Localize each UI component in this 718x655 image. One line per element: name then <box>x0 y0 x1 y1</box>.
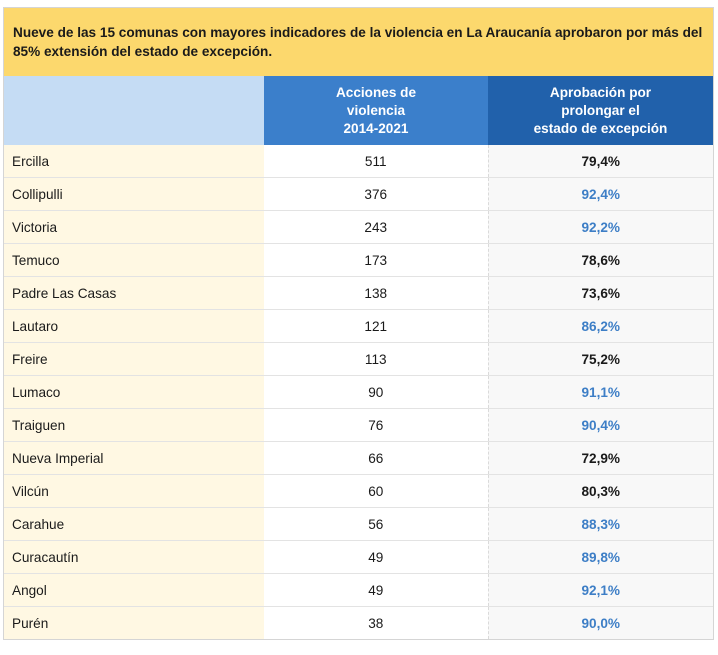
comuna-cell: Vilcún <box>4 474 264 508</box>
header-acciones-line: 2014-2021 <box>343 120 409 136</box>
comuna-cell: Victoria <box>4 210 264 244</box>
acciones-cell: 60 <box>264 474 488 508</box>
table-row: Angol 49 92,1% <box>4 573 713 607</box>
comuna-cell: Carahue <box>4 507 264 541</box>
aprobacion-cell: 73,6% <box>487 276 713 310</box>
comuna-cell: Curacautín <box>4 540 264 574</box>
comuna-cell: Purén <box>4 606 264 639</box>
aprobacion-cell: 80,3% <box>487 474 713 508</box>
comunas-table: Acciones de violencia 2014-2021 Aprobaci… <box>4 76 713 639</box>
comuna-cell: Ercilla <box>4 145 264 178</box>
acciones-cell: 138 <box>264 276 488 310</box>
header-acciones-line: violencia <box>346 102 406 118</box>
comuna-cell: Lautaro <box>4 309 264 343</box>
aprobacion-cell: 92,4% <box>487 177 713 211</box>
aprobacion-cell: 86,2% <box>487 309 713 343</box>
comuna-cell: Padre Las Casas <box>4 276 264 310</box>
aprobacion-cell: 92,1% <box>487 573 713 607</box>
header-aprobacion-line: prolongar el <box>561 102 640 118</box>
table-row: Victoria 243 92,2% <box>4 210 713 244</box>
aprobacion-cell: 90,0% <box>487 606 713 639</box>
header-acciones: Acciones de violencia 2014-2021 <box>264 76 488 145</box>
acciones-cell: 173 <box>264 243 488 277</box>
acciones-cell: 49 <box>264 540 488 574</box>
comuna-cell: Lumaco <box>4 375 264 409</box>
table-row: Lumaco 90 91,1% <box>4 375 713 409</box>
acciones-cell: 113 <box>264 342 488 376</box>
aprobacion-cell: 88,3% <box>487 507 713 541</box>
table-row: Traiguen 76 90,4% <box>4 408 713 442</box>
comuna-cell: Nueva Imperial <box>4 441 264 475</box>
table-row: Temuco 173 78,6% <box>4 243 713 277</box>
comuna-cell: Collipulli <box>4 177 264 211</box>
acciones-cell: 38 <box>264 606 488 639</box>
aprobacion-cell: 92,2% <box>487 210 713 244</box>
aprobacion-cell: 75,2% <box>487 342 713 376</box>
acciones-cell: 76 <box>264 408 488 442</box>
aprobacion-cell: 89,8% <box>487 540 713 574</box>
table-title: Nueve de las 15 comunas con mayores indi… <box>4 8 713 76</box>
header-aprobacion-line: Aprobación por <box>549 84 652 100</box>
acciones-cell: 90 <box>264 375 488 409</box>
acciones-cell: 56 <box>264 507 488 541</box>
header-aprobacion: Aprobación por prolongar el estado de ex… <box>488 76 713 145</box>
header-acciones-line: Acciones de <box>335 84 417 100</box>
table-row: Curacautín 49 89,8% <box>4 540 713 574</box>
table-row: Nueva Imperial 66 72,9% <box>4 441 713 475</box>
acciones-cell: 121 <box>264 309 488 343</box>
acciones-cell: 376 <box>264 177 488 211</box>
data-table-card: Nueve de las 15 comunas con mayores indi… <box>3 7 714 640</box>
comuna-cell: Freire <box>4 342 264 376</box>
table-row: Collipulli 376 92,4% <box>4 177 713 211</box>
table-body: Ercilla 511 79,4% Collipulli 376 92,4% Victori… <box>4 145 713 639</box>
table-row: Purén 38 90,0% <box>4 606 713 639</box>
aprobacion-cell: 72,9% <box>487 441 713 475</box>
aprobacion-cell: 90,4% <box>487 408 713 442</box>
comuna-cell: Temuco <box>4 243 264 277</box>
table-row: Padre Las Casas 138 73,6% <box>4 276 713 310</box>
header-comuna <box>4 76 264 145</box>
acciones-cell: 49 <box>264 573 488 607</box>
table-row: Vilcún 60 80,3% <box>4 474 713 508</box>
acciones-cell: 511 <box>264 145 488 178</box>
aprobacion-cell: 91,1% <box>487 375 713 409</box>
header-aprobacion-line: estado de excepción <box>533 120 668 136</box>
aprobacion-cell: 79,4% <box>487 145 713 178</box>
comuna-cell: Angol <box>4 573 264 607</box>
aprobacion-cell: 78,6% <box>487 243 713 277</box>
acciones-cell: 66 <box>264 441 488 475</box>
header-row: Acciones de violencia 2014-2021 Aprobaci… <box>4 76 713 145</box>
table-row: Carahue 56 88,3% <box>4 507 713 541</box>
table-row: Ercilla 511 79,4% <box>4 145 713 178</box>
table-row: Lautaro 121 86,2% <box>4 309 713 343</box>
comuna-cell: Traiguen <box>4 408 264 442</box>
acciones-cell: 243 <box>264 210 488 244</box>
table-row: Freire 113 75,2% <box>4 342 713 376</box>
